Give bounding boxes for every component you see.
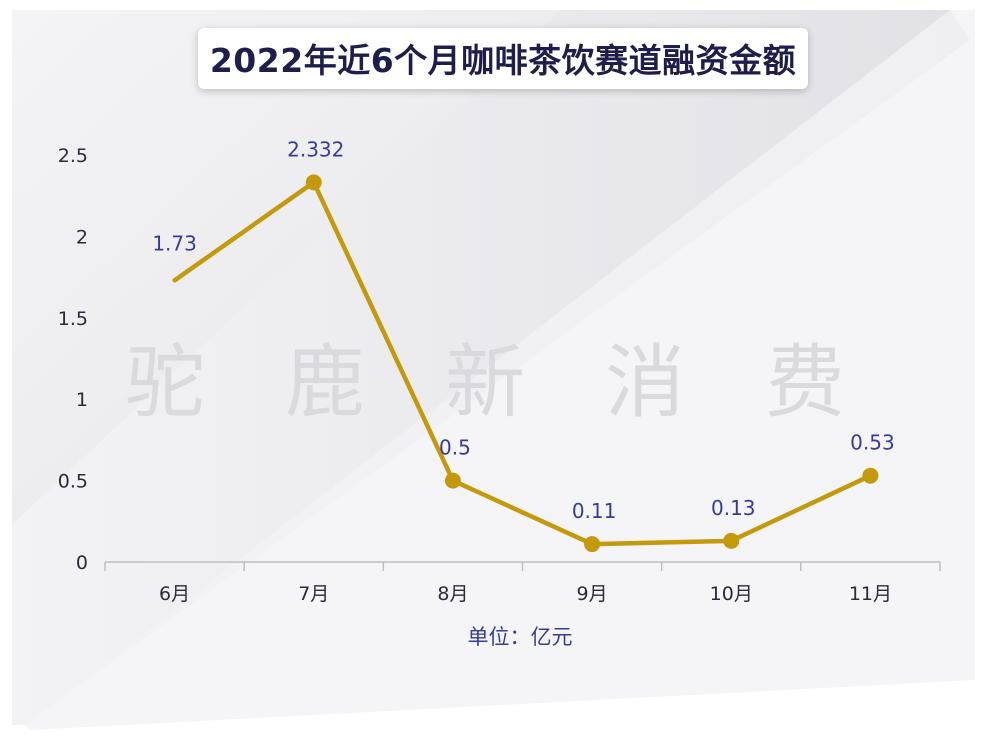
- title-container: 2022年近6个月咖啡茶饮赛道融资金额: [0, 28, 1006, 89]
- data-point: [305, 174, 322, 191]
- y-axis: 0 0.5 1 1.5 2 2.5: [58, 145, 88, 574]
- data-point: [862, 467, 879, 484]
- data-label: 0.5: [439, 436, 471, 460]
- watermark: 驼鹿新消费: [125, 336, 845, 429]
- y-tick-label: 2: [76, 226, 88, 248]
- y-tick-label: 0: [76, 552, 88, 574]
- data-label: 1.73: [152, 231, 197, 255]
- series-line: [172, 180, 873, 547]
- chart-title: 2022年近6个月咖啡茶饮赛道融资金额: [197, 28, 809, 89]
- data-point: [723, 532, 740, 549]
- y-tick-label: 2.5: [58, 145, 88, 167]
- x-tick-label: 9月: [577, 583, 608, 605]
- x-axis-unit-label: 单位：亿元: [468, 625, 573, 649]
- data-point: [584, 536, 601, 553]
- data-label: 0.11: [572, 499, 617, 523]
- data-label: 0.13: [711, 496, 756, 520]
- x-tick-label: 11月: [849, 583, 892, 605]
- y-tick-label: 1.5: [58, 308, 88, 330]
- data-label: 0.53: [850, 431, 895, 455]
- x-tick-label: 6月: [159, 583, 190, 605]
- y-tick-label: 0.5: [58, 471, 88, 493]
- x-tick-label: 7月: [298, 583, 329, 605]
- x-tick-label: 8月: [437, 583, 468, 605]
- y-tick-label: 1: [76, 389, 88, 411]
- background-shape-right: [25, 10, 975, 730]
- series-line-group: 1.73 2.332 0.5 0.11 0.13 0.53: [152, 137, 895, 553]
- data-label: 2.332: [287, 137, 344, 161]
- data-point: [444, 472, 461, 489]
- x-tick-label: 10月: [710, 583, 753, 605]
- x-axis: 6月 7月 8月 9月 10月 11月: [104, 561, 941, 605]
